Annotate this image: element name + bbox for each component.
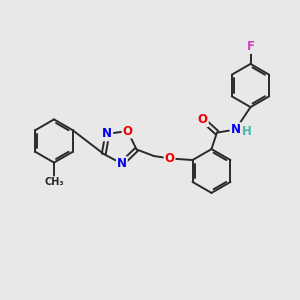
Text: O: O	[198, 113, 208, 126]
Text: H: H	[242, 124, 252, 138]
Text: CH₃: CH₃	[44, 177, 64, 187]
Text: O: O	[123, 124, 133, 137]
Text: N: N	[102, 128, 112, 140]
Text: F: F	[247, 40, 254, 53]
Text: N: N	[117, 157, 127, 170]
Text: N: N	[230, 123, 241, 136]
Text: O: O	[164, 152, 175, 165]
